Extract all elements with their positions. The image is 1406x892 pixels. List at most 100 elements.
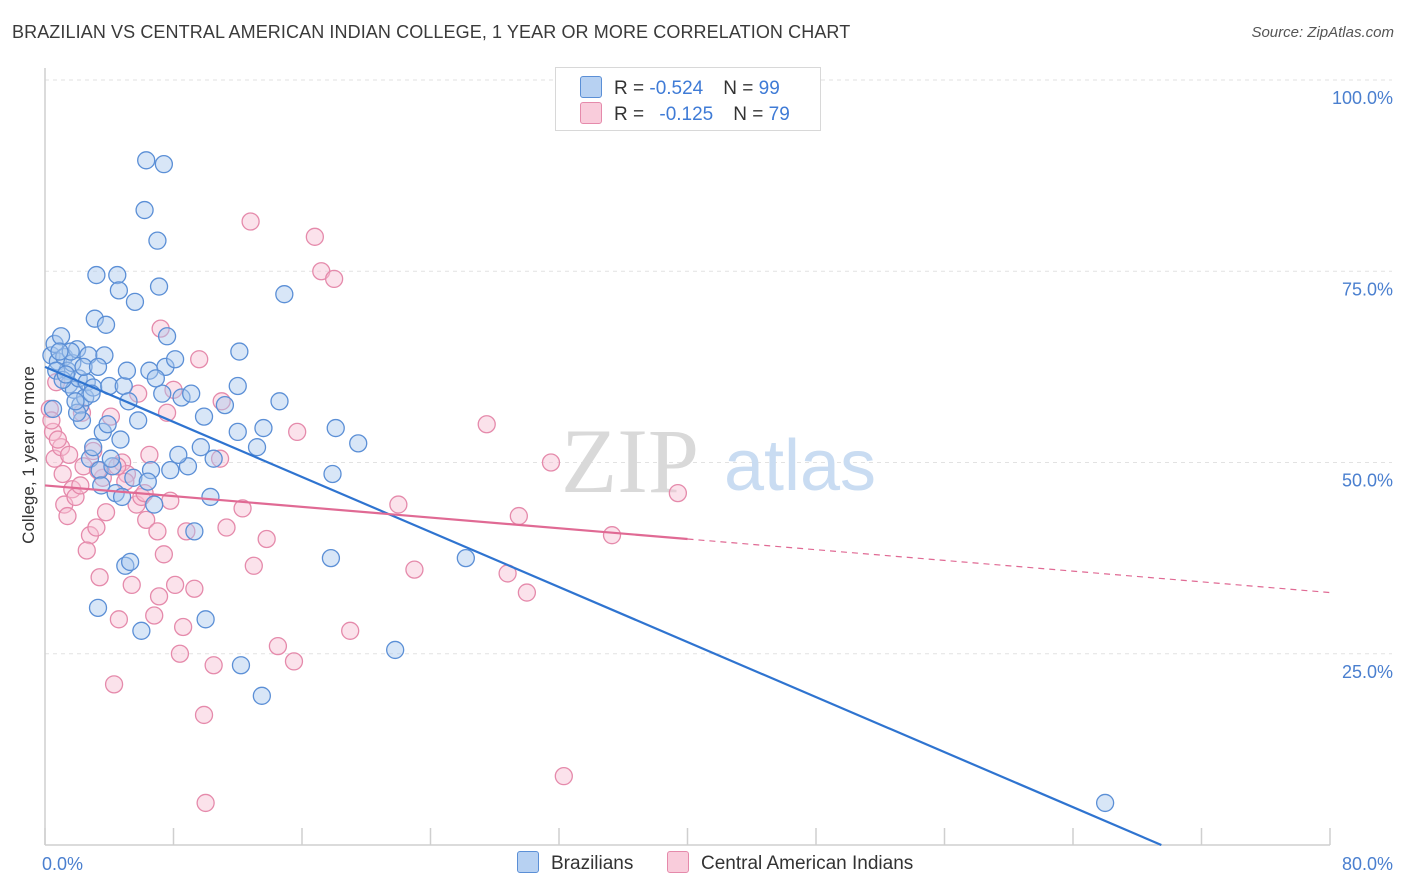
data-point xyxy=(275,285,294,304)
legend-item-central-american-indians[interactable]: Central American Indians xyxy=(667,851,913,875)
trend-lines xyxy=(44,365,1331,847)
data-point xyxy=(84,438,103,457)
data-point xyxy=(120,552,140,572)
source-label: Source: ZipAtlas.com xyxy=(1251,24,1394,41)
data-point xyxy=(108,265,127,285)
data-point xyxy=(341,621,360,640)
data-point xyxy=(169,445,188,465)
data-point xyxy=(196,793,215,813)
data-point xyxy=(88,357,108,377)
data-point xyxy=(56,365,76,384)
data-point xyxy=(109,610,129,629)
data-point xyxy=(59,445,79,465)
data-point xyxy=(228,422,247,442)
data-point xyxy=(71,476,90,495)
data-point xyxy=(190,350,209,369)
x-tick-label: 0.0% xyxy=(42,854,83,874)
data-point xyxy=(477,415,496,434)
legend-n-label: N = xyxy=(723,78,759,99)
data-point xyxy=(109,281,129,300)
data-point xyxy=(170,644,190,663)
chart-title: BRAZILIAN VS CENTRAL AMERICAN INDIAN COL… xyxy=(12,22,851,42)
data-point xyxy=(1095,793,1115,813)
data-point xyxy=(101,449,121,468)
data-point xyxy=(270,392,289,411)
data-point xyxy=(305,227,325,246)
data-point xyxy=(386,640,405,660)
data-point xyxy=(215,395,235,415)
data-point xyxy=(50,342,69,361)
data-point xyxy=(43,399,63,419)
trend-line-brazilians xyxy=(44,365,1162,847)
data-point xyxy=(53,464,72,484)
data-point xyxy=(389,495,408,514)
trend-line-central-american-indians xyxy=(44,484,688,541)
data-point xyxy=(117,361,137,380)
y-tick-label: 75.0% xyxy=(1342,279,1393,299)
data-point xyxy=(541,453,561,472)
data-point xyxy=(217,518,236,537)
y-tick-label: 100.0% xyxy=(1332,88,1393,108)
data-point xyxy=(172,388,191,407)
data-point xyxy=(88,598,108,617)
data-point xyxy=(111,430,130,449)
data-point xyxy=(45,449,64,468)
data-point xyxy=(125,292,145,312)
y-tick-label: 50.0% xyxy=(1342,471,1393,491)
legend-row-central-american-indians: R = -0.125 N = 79 xyxy=(580,102,790,128)
data-point xyxy=(284,652,304,671)
data-point xyxy=(67,403,87,422)
data-point xyxy=(137,510,156,530)
watermark-atlas: atlas xyxy=(724,426,876,506)
legend-r-value: -0.125 xyxy=(659,104,714,125)
data-point xyxy=(252,686,271,705)
data-point xyxy=(85,309,104,328)
legend-swatch-pink xyxy=(667,851,689,873)
data-point xyxy=(146,369,165,388)
data-point xyxy=(182,384,201,403)
watermark-zip: ZIP xyxy=(561,410,699,512)
data-point xyxy=(210,449,230,468)
x-tick-label: 80.0% xyxy=(1342,854,1393,874)
data-point xyxy=(153,384,172,403)
data-point xyxy=(194,407,214,426)
data-point xyxy=(185,522,204,541)
data-point xyxy=(137,151,156,170)
data-point xyxy=(95,346,114,365)
data-point xyxy=(288,422,307,442)
data-point xyxy=(138,472,157,491)
legend-item-brazilians[interactable]: Brazilians xyxy=(517,851,633,875)
data-point xyxy=(96,315,116,334)
legend-label-brazilians: Brazilians xyxy=(551,853,634,874)
data-point xyxy=(63,353,82,373)
axes xyxy=(44,68,1331,846)
data-point xyxy=(148,522,167,541)
data-point xyxy=(228,376,247,396)
series-central-american-indians xyxy=(40,212,688,813)
data-point xyxy=(191,438,210,457)
data-point xyxy=(154,154,174,174)
data-point xyxy=(87,265,106,285)
data-point xyxy=(96,503,116,522)
data-point xyxy=(321,548,341,568)
data-point xyxy=(51,327,71,346)
data-point xyxy=(149,277,169,296)
data-point xyxy=(145,495,164,514)
legend-swatch-blue xyxy=(580,76,602,98)
data-point xyxy=(140,445,159,465)
data-point xyxy=(165,350,185,369)
data-point xyxy=(241,212,260,231)
data-point xyxy=(165,575,185,595)
tick-labels: 100.0% 75.0% 50.0% 25.0% 0.0% 80.0% xyxy=(42,88,1393,874)
data-point xyxy=(90,568,109,587)
data-point xyxy=(554,767,573,786)
y-axis-title: College, 1 year or more xyxy=(19,366,38,544)
legend-swatch-blue xyxy=(517,851,539,873)
data-point xyxy=(161,460,180,480)
legend-swatch-pink xyxy=(580,102,602,124)
data-point xyxy=(326,418,345,438)
legend-n-value: 99 xyxy=(758,78,780,99)
watermark: ZIP atlas xyxy=(561,410,876,512)
data-point xyxy=(247,438,267,457)
